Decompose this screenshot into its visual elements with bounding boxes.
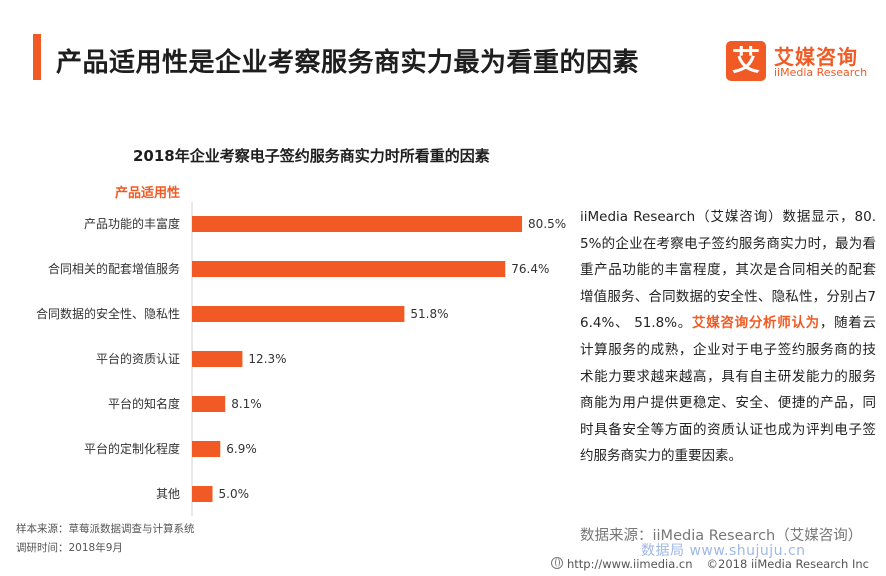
data-label: 8.1% bbox=[231, 397, 262, 411]
data-label: 80.5% bbox=[528, 217, 566, 231]
data-label: 6.9% bbox=[226, 442, 256, 456]
logo-cn-text: 艾媒咨询 bbox=[774, 45, 858, 69]
commentary-part-2: ，随着云计算服务的成熟，企业对于电子签约服务商的技术能力要求越来越高，具有自主研… bbox=[580, 315, 877, 465]
bar bbox=[192, 351, 243, 367]
brand-logo: 艾 艾媒咨询 iiMedia Research bbox=[726, 41, 876, 81]
category-label: 平台的知名度 bbox=[108, 396, 180, 411]
survey-period: 调研时间：2018年9月 bbox=[16, 542, 123, 554]
category-label: 合同相关的配套增值服务 bbox=[48, 261, 180, 276]
commentary-highlight: 艾媒咨询分析师认为 bbox=[692, 315, 820, 332]
bar bbox=[192, 216, 523, 232]
category-label: 平台的定制化程度 bbox=[84, 441, 180, 456]
data-label: 76.4% bbox=[511, 262, 549, 276]
bar bbox=[192, 441, 221, 457]
footer: http://www.iimedia.cn ©2018 iiMedia Resea… bbox=[551, 557, 869, 571]
bar bbox=[192, 306, 405, 322]
data-source: 数据来源：iiMedia Research（艾媒咨询） bbox=[580, 528, 863, 544]
bar bbox=[192, 261, 506, 277]
page-title: 产品适用性是企业考察服务商实力最为看重的因素 bbox=[56, 48, 640, 78]
category-label: 合同数据的安全性、隐私性 bbox=[36, 306, 180, 321]
data-label: 5.0% bbox=[219, 487, 250, 501]
logo-en-text: iiMedia Research bbox=[774, 66, 868, 79]
footer-copyright: ©2018 iiMedia Research Inc bbox=[706, 557, 869, 571]
footer-url[interactable]: http://www.iimedia.cn bbox=[567, 557, 693, 571]
logo-mark-icon: 艾 bbox=[726, 41, 766, 81]
watermark: 数据局 www.shujuju.cn bbox=[641, 543, 806, 559]
logo-mark-glyph: 艾 bbox=[731, 44, 760, 77]
data-label: 12.3% bbox=[248, 352, 286, 366]
sample-source: 样本来源：草莓派数据调查与计算系统 bbox=[16, 523, 195, 535]
chart-title: 2018年企业考察电子签约服务商实力时所看重的因素 bbox=[133, 147, 490, 165]
data-label: 51.8% bbox=[410, 307, 448, 321]
sample-source-note: 样本来源：草莓派数据调查与计算系统 调研时间：2018年9月 bbox=[16, 520, 195, 558]
title-accent-bar bbox=[33, 34, 41, 80]
category-label: 产品功能的丰富度 bbox=[84, 216, 180, 231]
commentary-part-1: iiMedia Research（艾媒咨询）数据显示，80.5%的企业在考察电子… bbox=[580, 209, 876, 332]
bar bbox=[192, 486, 213, 502]
globe-icon bbox=[551, 557, 563, 569]
category-label: 平台的资质认证 bbox=[96, 351, 180, 366]
chart-group-label: 产品适用性 bbox=[115, 185, 180, 201]
category-label: 其他 bbox=[156, 487, 180, 501]
bar bbox=[192, 396, 226, 412]
analysis-commentary: iiMedia Research（艾媒咨询）数据显示，80.5%的企业在考察电子… bbox=[580, 204, 876, 470]
